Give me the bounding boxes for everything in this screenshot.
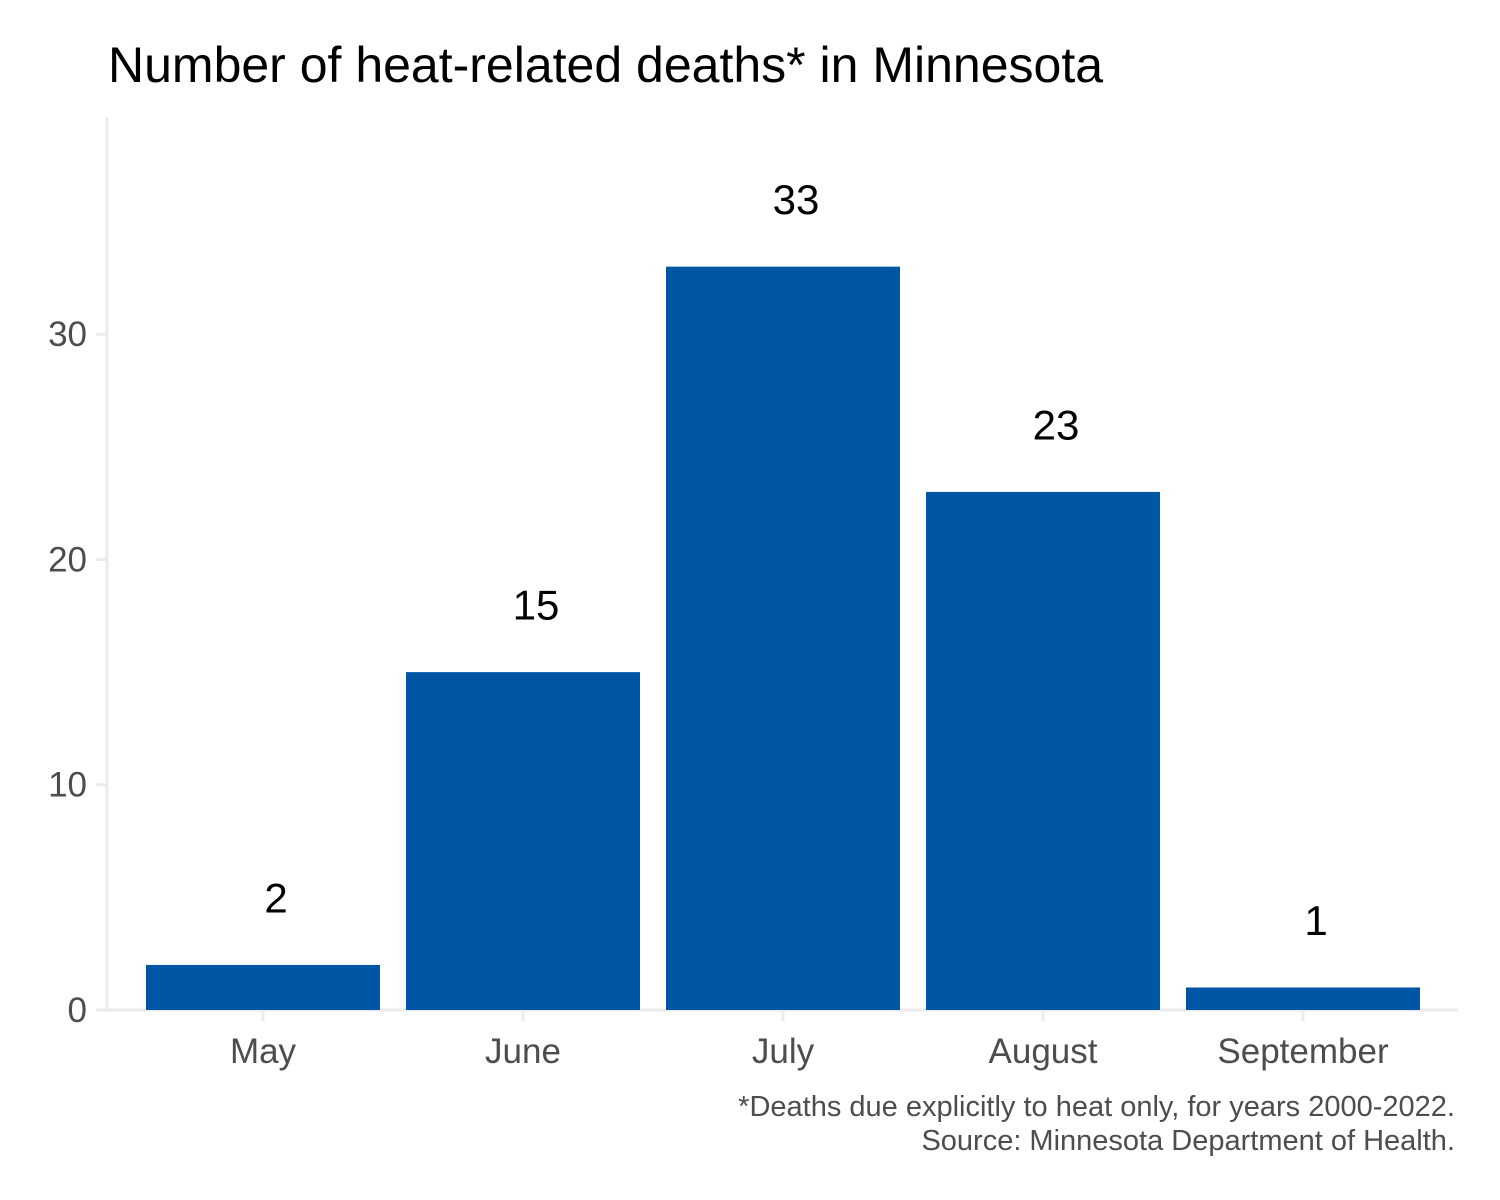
x-tick-label-june: June bbox=[485, 1032, 561, 1071]
y-tick-label: 30 bbox=[48, 315, 87, 354]
data-label-september: 1 bbox=[1304, 897, 1327, 944]
bar-value-labels: 2 15 33 23 1 bbox=[264, 176, 1327, 944]
data-label-may: 2 bbox=[264, 874, 287, 921]
bar-september bbox=[1186, 987, 1420, 1010]
data-label-june: 15 bbox=[513, 582, 560, 629]
bar-july bbox=[666, 266, 900, 1011]
y-tick-label: 10 bbox=[48, 766, 87, 805]
bar-may bbox=[146, 964, 380, 1010]
y-tick-label: 20 bbox=[48, 540, 87, 579]
x-tick-label-august: August bbox=[989, 1032, 1098, 1071]
bar-august bbox=[926, 491, 1160, 1010]
caption-line-1: *Deaths due explicitly to heat only, for… bbox=[738, 1091, 1455, 1123]
caption-line-2: Source: Minnesota Department of Health. bbox=[921, 1125, 1455, 1157]
bars bbox=[146, 266, 1420, 1011]
data-label-august: 23 bbox=[1033, 401, 1080, 448]
y-tick-label: 0 bbox=[68, 991, 87, 1030]
x-tick-label-september: September bbox=[1217, 1032, 1389, 1071]
y-axis-ticks: 0 10 20 30 bbox=[48, 315, 107, 1030]
x-axis-ticks: May June July August September bbox=[230, 1010, 1389, 1071]
x-tick-label-may: May bbox=[230, 1032, 297, 1071]
chart-title: Number of heat-related deaths* in Minnes… bbox=[108, 37, 1103, 93]
data-label-july: 33 bbox=[773, 176, 820, 223]
x-tick-label-july: July bbox=[752, 1032, 815, 1071]
bar-june bbox=[406, 672, 640, 1010]
